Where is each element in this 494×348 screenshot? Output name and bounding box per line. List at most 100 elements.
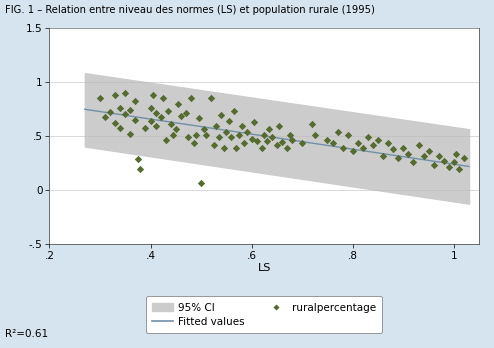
Point: [344, 132, 352, 137]
Point: [197, 180, 205, 186]
Point: [250, 119, 258, 125]
Point: [455, 166, 463, 172]
Point: [308, 121, 316, 127]
Point: [190, 141, 198, 146]
Point: [106, 109, 114, 115]
Point: [174, 102, 182, 107]
Point: [195, 116, 203, 121]
Point: [364, 134, 372, 140]
Point: [258, 145, 266, 150]
Point: [159, 95, 167, 101]
Point: [149, 92, 157, 97]
Point: [152, 123, 160, 129]
Point: [167, 121, 175, 127]
Point: [111, 120, 119, 126]
Point: [430, 162, 438, 168]
Point: [172, 126, 180, 132]
Point: [460, 156, 468, 161]
Point: [177, 113, 185, 119]
Point: [157, 114, 165, 120]
Point: [131, 117, 139, 122]
Point: [278, 140, 286, 145]
Point: [339, 145, 347, 150]
Point: [126, 131, 134, 136]
Point: [126, 107, 134, 113]
Point: [233, 145, 241, 150]
Point: [374, 137, 382, 143]
Point: [263, 139, 271, 144]
Point: [419, 153, 427, 159]
Point: [273, 143, 281, 148]
Point: [116, 105, 124, 110]
Point: [122, 90, 129, 95]
Point: [265, 126, 273, 132]
Point: [283, 145, 291, 150]
Point: [240, 141, 248, 146]
Text: FIG. 1 – Relation entre niveau des normes (LS) et population rurale (1995): FIG. 1 – Relation entre niveau des norme…: [5, 5, 375, 15]
Point: [260, 132, 268, 137]
Point: [298, 141, 306, 146]
X-axis label: LS: LS: [257, 263, 271, 273]
Point: [101, 114, 109, 120]
Point: [96, 95, 104, 101]
Point: [414, 143, 422, 148]
Point: [450, 159, 458, 164]
Point: [116, 125, 124, 131]
Point: [324, 137, 331, 143]
Legend: 95% CI, Fitted values, ruralpercentage: 95% CI, Fitted values, ruralpercentage: [146, 296, 382, 333]
Point: [215, 134, 223, 140]
Point: [184, 134, 192, 140]
Point: [122, 111, 129, 117]
Point: [379, 153, 387, 159]
Point: [384, 141, 392, 146]
Point: [230, 108, 238, 114]
Point: [425, 148, 433, 153]
Point: [440, 158, 448, 163]
Point: [217, 112, 225, 118]
Point: [225, 118, 233, 124]
Point: [354, 141, 362, 146]
Point: [359, 145, 367, 150]
Point: [212, 123, 220, 129]
Point: [253, 139, 261, 144]
Point: [152, 110, 160, 116]
Point: [445, 164, 453, 170]
Point: [220, 145, 228, 150]
Text: R²=0.61: R²=0.61: [5, 329, 48, 339]
Point: [222, 130, 230, 135]
Point: [202, 132, 210, 137]
Point: [200, 126, 207, 132]
Point: [394, 156, 402, 161]
Point: [399, 145, 407, 150]
Point: [276, 123, 284, 129]
Point: [187, 95, 195, 101]
Point: [311, 132, 319, 137]
Point: [207, 95, 215, 101]
Point: [147, 118, 155, 124]
Point: [333, 130, 341, 135]
Point: [349, 148, 357, 153]
Point: [227, 134, 235, 140]
Point: [136, 166, 144, 172]
Point: [405, 151, 412, 157]
Point: [410, 159, 417, 164]
Point: [247, 136, 255, 142]
Point: [453, 151, 460, 157]
Point: [134, 157, 142, 162]
Point: [165, 108, 172, 114]
Point: [162, 137, 169, 143]
Point: [329, 141, 336, 146]
Point: [111, 92, 119, 97]
Point: [147, 105, 155, 110]
Point: [192, 132, 200, 137]
Point: [389, 146, 397, 151]
Point: [286, 132, 293, 137]
Point: [169, 132, 177, 137]
Point: [268, 134, 276, 140]
Point: [141, 125, 149, 131]
Point: [210, 143, 218, 148]
Point: [243, 130, 250, 135]
Point: [235, 132, 243, 137]
Point: [182, 110, 190, 116]
Point: [238, 123, 246, 129]
